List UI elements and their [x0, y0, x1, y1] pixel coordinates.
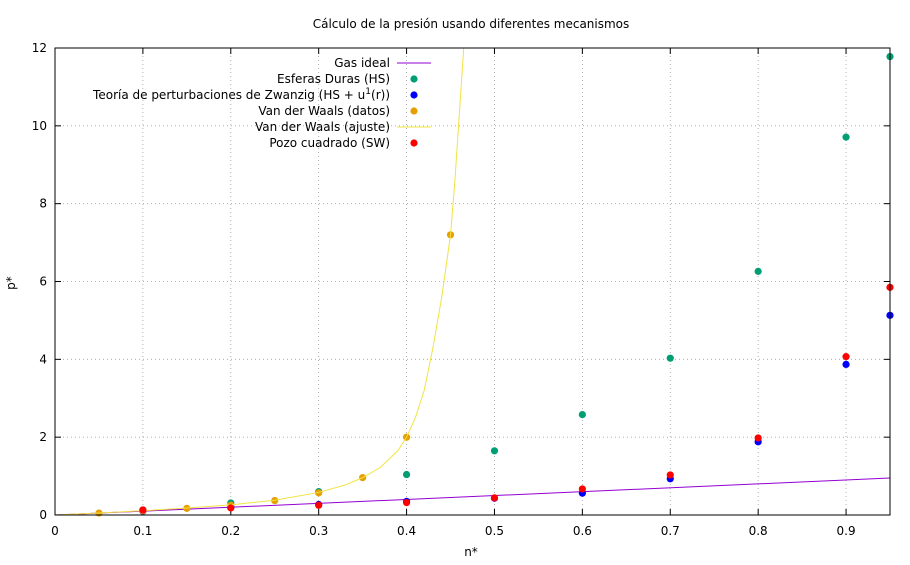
data-point	[666, 471, 674, 479]
x-tick-label: 0.1	[133, 524, 152, 538]
data-point	[402, 498, 411, 507]
data-point	[227, 504, 235, 512]
series-line	[55, 477, 890, 515]
x-tick-label: 0.9	[837, 524, 856, 538]
legend-point-swatch	[410, 107, 418, 115]
y-tick-label: 6	[39, 275, 47, 289]
y-tick-label: 2	[39, 430, 47, 444]
legend-entry-label: Esferas Duras (HS)	[277, 72, 390, 86]
series-line	[55, 48, 465, 515]
x-tick-label: 0.7	[661, 524, 680, 538]
legend: Gas ideal Esferas Duras (HS)Teoría de per…	[92, 56, 431, 150]
legend-point-swatch	[410, 75, 418, 83]
legend-entry-label: Van der Waals (datos)	[258, 104, 390, 118]
y-axis-label: p*	[4, 276, 18, 290]
data-point	[754, 434, 762, 442]
data-point	[842, 353, 850, 361]
data-point	[402, 470, 411, 479]
x-tick-label: 0.3	[309, 524, 328, 538]
plot-frame	[54, 47, 891, 516]
y-tick-label: 4	[39, 352, 47, 366]
x-tick-label: 0.4	[397, 524, 416, 538]
y-tick-label: 10	[32, 119, 47, 133]
data-point	[754, 267, 762, 275]
legend-entry-label: Pozo cuadrado (SW)	[269, 136, 390, 150]
chart-title: Cálculo de la presión usando diferentes …	[313, 17, 630, 31]
x-tick-label: 0.2	[221, 524, 240, 538]
x-axis-label: n*	[464, 545, 478, 559]
legend-point-swatch	[410, 139, 418, 147]
data-point	[578, 485, 586, 493]
data-point	[139, 506, 147, 514]
data-point	[315, 501, 323, 509]
y-tick-label: 0	[39, 508, 47, 522]
x-tick-label: 0.6	[573, 524, 592, 538]
data-point	[490, 447, 499, 455]
x-tick-label: 0.8	[749, 524, 768, 538]
legend-entry-label: Teoría de perturbaciones de Zwanzig (HS …	[92, 87, 390, 102]
y-tick-label: 8	[39, 197, 47, 211]
data-point	[578, 410, 586, 419]
data-point	[666, 354, 674, 362]
legend-entry-label: Gas ideal	[334, 56, 390, 70]
y-tick-label: 12	[32, 41, 47, 55]
ticks: 0 0.1 0.2 0.3 0.4 0.5 0.6 0.7 0.8 0.9 0 2 4 6 8 10 12	[32, 41, 890, 538]
legend-point-swatch	[410, 91, 418, 99]
grid-lines	[55, 48, 890, 515]
x-tick-label: 0	[51, 524, 59, 538]
data-point	[842, 133, 850, 141]
x-tick-label: 0.5	[485, 524, 504, 538]
data-point	[490, 494, 499, 502]
plot-area	[55, 48, 894, 517]
legend-entry-label: Van der Waals (ajuste)	[255, 120, 390, 134]
data-point	[842, 360, 850, 368]
